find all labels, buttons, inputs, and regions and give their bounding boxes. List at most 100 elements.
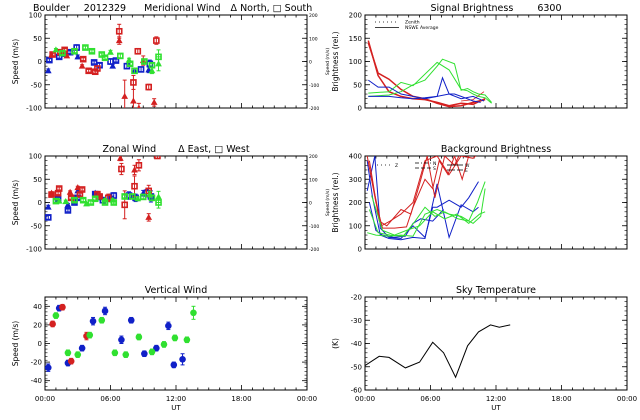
x-tick-label: 06:00 — [100, 395, 120, 403]
data-layer — [367, 40, 492, 108]
data-point-square — [135, 162, 143, 169]
data-point-triangle — [109, 62, 117, 69]
title-text: Signal Brightness — [431, 3, 514, 14]
right-tick-label: -200 — [309, 106, 319, 112]
data-point-square — [145, 83, 153, 91]
right-tick-label: 100 — [309, 177, 318, 183]
data-point-dot — [45, 364, 52, 371]
data-point-square — [131, 182, 138, 190]
data-point-triangle — [74, 53, 82, 60]
right-tick-label: -100 — [309, 224, 319, 230]
legend-label: N — [433, 161, 436, 167]
right-tick-label: -100 — [309, 83, 319, 89]
x-tick-label: 00:00 — [617, 395, 637, 403]
data-point-square — [49, 51, 56, 58]
data-point-square — [71, 47, 78, 55]
chart-title: Signal Brightness 6300 — [431, 3, 562, 14]
data-point-square — [131, 67, 138, 75]
right-tick-label: 0 — [309, 201, 312, 207]
data-point-triangle — [136, 104, 141, 108]
y-tick-label: -20 — [351, 294, 362, 302]
data-point-dot — [160, 341, 168, 348]
data-point-square — [71, 196, 78, 204]
y-tick-label: -60 — [351, 387, 362, 395]
data-point-dot — [165, 322, 172, 330]
x-tick-label: 18:00 — [551, 395, 571, 403]
y-tick-label: 50 — [353, 81, 362, 89]
chart-zonal: 100 50 0 -50 -100 200 100 0 -100 -200 Speed (m/s) S… — [11, 144, 331, 254]
series-line-blue — [368, 93, 485, 102]
data-point-square — [134, 47, 142, 55]
y-tick-label: 0 — [38, 58, 42, 66]
title-text: Vertical Wind — [145, 285, 207, 296]
series-green — [52, 305, 197, 358]
data-point-triangle — [131, 166, 138, 173]
x-tick-label: 12:00 — [166, 395, 186, 403]
title-text: Meridional Wind — [144, 3, 220, 14]
series-green-west — [52, 193, 162, 209]
date-label: 2012329 — [84, 3, 126, 14]
data-point-triangle — [66, 188, 74, 195]
chart-title: Background Brightness — [441, 144, 551, 155]
chart-vertical: 40 20 0 -20 -40 00:00 06:00 12:00 18:00 00:00 UT Sp… — [11, 285, 317, 412]
legend-label: E — [465, 168, 468, 174]
data-point-dot — [86, 331, 94, 339]
data-point-triangle — [78, 62, 86, 69]
legend-label: S — [433, 166, 436, 172]
series-line-green — [368, 58, 492, 103]
data-point-triangle — [115, 37, 123, 44]
data-point-square — [155, 53, 162, 61]
y-tick-label: -50 — [351, 363, 362, 371]
series-red-west — [48, 156, 161, 220]
data-point-square — [94, 65, 101, 72]
x-tick-label: 06:00 — [420, 395, 440, 403]
data-point-square — [45, 214, 52, 221]
y-axis-label: Brightness (rel.) — [331, 172, 340, 232]
data-point-square — [88, 47, 96, 55]
data-point-dot — [171, 334, 179, 342]
series-line-red — [371, 156, 477, 227]
data-point-dot — [118, 336, 125, 344]
series-line-black — [365, 324, 511, 379]
x-tick-label: 00:00 — [355, 395, 375, 403]
data-point-dot — [64, 349, 72, 357]
y-axis-label: Speed (m/s) — [11, 180, 20, 226]
data-point-square — [121, 201, 128, 209]
chart-meridional: 100 50 0 -50 -100 200 100 0 -100 -200 Speed (m/s) S… — [11, 3, 331, 113]
data-point-square — [59, 49, 66, 57]
data-point-square — [154, 156, 161, 160]
chart-title: Zonal Wind Δ East, □ West — [102, 144, 249, 155]
y-tick-label: 300 — [349, 176, 362, 184]
legend-text: Δ East, □ West — [178, 144, 250, 155]
right-tick-label: 0 — [309, 60, 312, 66]
data-point-dot — [170, 361, 178, 369]
legend-label: W — [465, 163, 470, 169]
data-point-dot — [59, 303, 66, 311]
chart-background: 400 300 200 100 0 Brightness (rel.) Background… — [331, 144, 628, 254]
data-point-triangle — [145, 66, 153, 73]
plot-frame — [44, 296, 308, 391]
data-point-dot — [135, 333, 143, 341]
series-line-green — [368, 61, 492, 104]
y-axis-label: Speed (m/s) — [11, 321, 20, 367]
y-tick-label: -100 — [26, 105, 42, 113]
y-tick-label: 0 — [38, 199, 42, 207]
data-point-square — [112, 57, 120, 64]
data-point-square — [52, 197, 60, 205]
data-point-dot — [111, 349, 119, 357]
y-tick-label: 100 — [29, 153, 42, 161]
data-point-triangle — [134, 195, 142, 202]
y-tick-label: 150 — [349, 35, 362, 43]
x-axis-label: UT — [171, 404, 181, 412]
series-blue-north — [45, 50, 153, 74]
right-tick-label: 100 — [309, 36, 318, 42]
data-point-triangle — [130, 97, 137, 104]
chart-title: Vertical Wind — [145, 285, 207, 296]
data-point-dot — [190, 309, 197, 317]
data-point-triangle — [148, 67, 156, 74]
data-point-dot — [49, 320, 56, 328]
y-tick-label: 400 — [349, 153, 362, 161]
y-tick-label: 40 — [33, 303, 42, 311]
data-point-triangle — [145, 213, 153, 220]
data-point-triangle — [150, 98, 158, 105]
